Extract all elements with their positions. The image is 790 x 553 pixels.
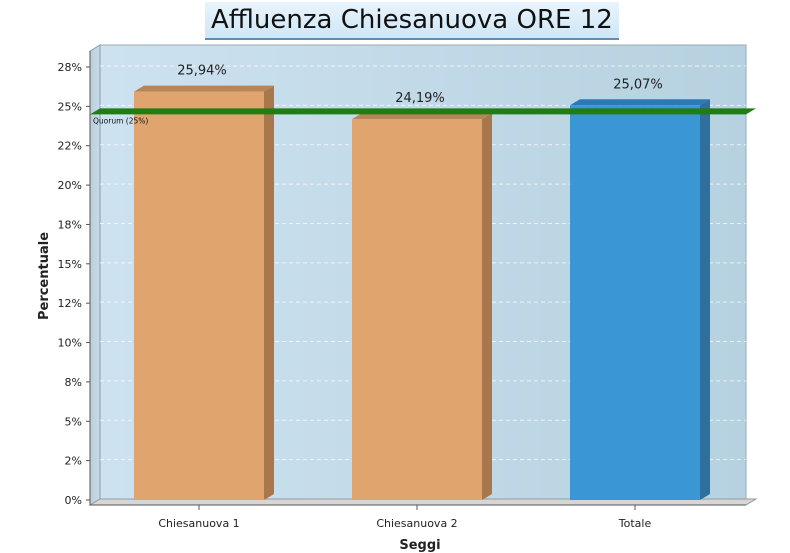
- y-tick-label: 28%: [58, 61, 82, 74]
- bar-side: [700, 99, 710, 501]
- bar-value-label: 24,19%: [395, 91, 445, 106]
- quorum-line: Quorum (25%): [90, 108, 756, 125]
- y-tick-label: 2%: [65, 455, 82, 468]
- bar: [352, 119, 482, 500]
- bar-value-label: 25,07%: [613, 77, 663, 92]
- y-tick-label: 18%: [58, 218, 82, 231]
- y-tick-label: 5%: [65, 415, 82, 428]
- bar-top: [134, 85, 274, 92]
- bar-top: [570, 99, 710, 106]
- y-tick-label: 22%: [58, 140, 82, 153]
- bars: [134, 85, 710, 501]
- x-axis-title: Seggi: [399, 538, 440, 553]
- x-tick-label: Chiesanuova 1: [158, 517, 239, 530]
- chart-title: Affluenza Chiesanuova ORE 12: [205, 2, 619, 40]
- quorum-label: Quorum (25%): [93, 116, 148, 125]
- y-axis-title: Percentuale: [37, 232, 52, 320]
- y-tick-label: 0%: [65, 494, 82, 507]
- y-tick-label: 20%: [58, 179, 82, 192]
- bar-side: [264, 85, 274, 500]
- y-tick-label: 15%: [58, 258, 82, 271]
- y-tick-label: 8%: [65, 376, 82, 389]
- bar: [570, 105, 700, 501]
- bar: [134, 91, 264, 500]
- bar-value-label: 25,94%: [177, 64, 227, 79]
- x-tick-label: Totale: [618, 517, 652, 530]
- labels: 0% 2% 5% 8% 10% 12% 15% 18% 20% 22% 25% 28% Percentu…: [37, 61, 663, 553]
- bar-side: [482, 113, 492, 500]
- bar-top: [352, 113, 492, 120]
- x-tick-label: Chiesanuova 2: [376, 517, 457, 530]
- y-tick-label: 25%: [58, 100, 82, 113]
- quorum-band: [90, 108, 756, 115]
- y-tick-label: 10%: [58, 337, 82, 350]
- y-tick-label: 12%: [58, 297, 82, 310]
